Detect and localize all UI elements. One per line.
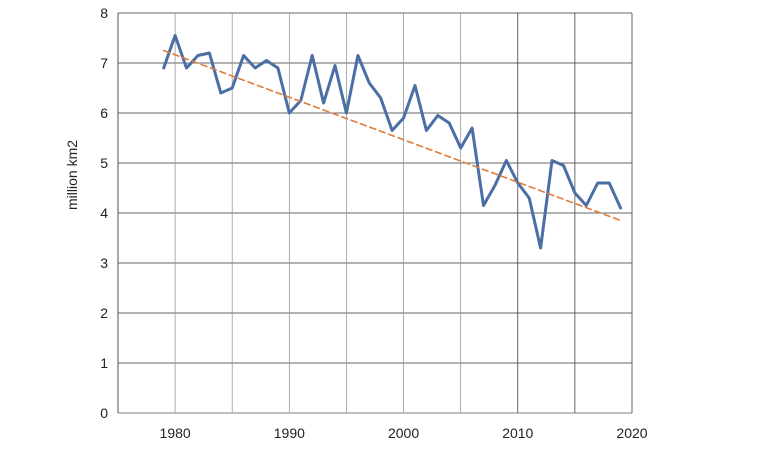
y-tick-label: 3 xyxy=(100,255,108,271)
x-tick-label: 1980 xyxy=(160,425,191,441)
y-axis-ticks: 0 1 2 3 4 5 6 7 8 xyxy=(100,5,108,421)
y-axis-label: million km2 xyxy=(64,140,80,210)
y-tick-label: 8 xyxy=(100,5,108,21)
trend-line xyxy=(162,49,622,222)
y-tick-label: 0 xyxy=(100,405,108,421)
y-tick-label: 5 xyxy=(100,155,108,171)
grid xyxy=(117,12,633,414)
y-tick-label: 2 xyxy=(100,305,108,321)
y-tick-label: 4 xyxy=(100,205,108,221)
x-tick-label: 2000 xyxy=(388,425,419,441)
x-tick-label: 1990 xyxy=(274,425,305,441)
data-series xyxy=(162,34,623,250)
x-tick-label: 2010 xyxy=(502,425,533,441)
y-tick-label: 1 xyxy=(100,355,108,371)
y-tick-label: 7 xyxy=(100,55,108,71)
sea-ice-extent-line xyxy=(162,34,623,250)
x-tick-label: 2020 xyxy=(616,425,647,441)
x-axis-ticks: 1980 1990 2000 2010 2020 xyxy=(160,425,648,441)
y-tick-label: 6 xyxy=(100,105,108,121)
